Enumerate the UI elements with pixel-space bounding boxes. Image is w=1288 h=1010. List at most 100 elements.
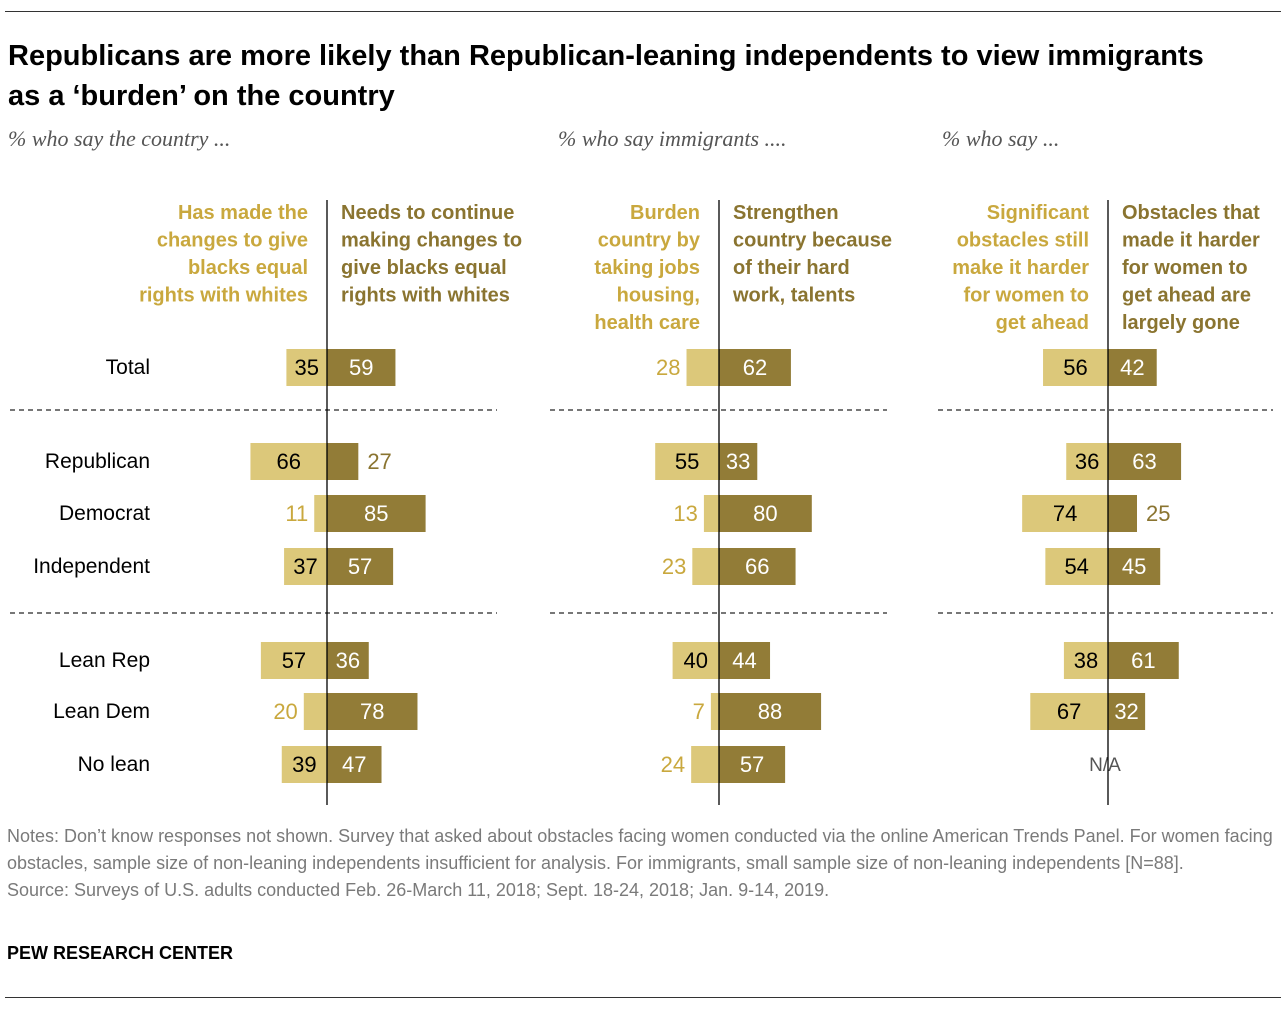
notes-text: Notes: Don’t know responses not shown. S… — [7, 826, 1273, 873]
bar-right — [327, 642, 369, 679]
value-label-left: 37 — [293, 554, 317, 579]
value-label-right: 85 — [364, 501, 388, 526]
bar-left — [655, 443, 719, 480]
notes: Notes: Don’t know responses not shown. S… — [7, 823, 1277, 904]
bar-right — [1108, 548, 1161, 585]
value-label-left: 66 — [276, 449, 300, 474]
chart-title: Republicans are more likely than Republi… — [8, 40, 1204, 112]
category-label: No lean — [78, 753, 150, 776]
bar-right — [719, 642, 771, 679]
value-label-right: 42 — [1120, 355, 1144, 380]
right-series-header: get ahead are — [1122, 285, 1251, 307]
bar-right — [719, 495, 812, 532]
value-label-left: 24 — [661, 752, 685, 777]
bar-left — [250, 443, 327, 480]
value-label-left: 23 — [662, 554, 686, 579]
value-label-right: 33 — [726, 449, 750, 474]
value-label-right: 47 — [342, 752, 366, 777]
value-label-left: 7 — [693, 699, 705, 724]
bar-right — [719, 349, 791, 386]
value-label-right: 80 — [753, 501, 777, 526]
value-label-left: 67 — [1057, 699, 1081, 724]
bar-left — [686, 349, 719, 386]
left-series-header: make it harder — [952, 257, 1089, 279]
value-label-right: 57 — [348, 554, 372, 579]
value-label-right: 78 — [360, 699, 384, 724]
bar-left — [703, 495, 719, 532]
bar-right — [1108, 349, 1157, 386]
right-series-header: work, talents — [732, 285, 855, 307]
right-series-header: Obstacles that — [1122, 202, 1260, 224]
right-series-header: of their hard — [733, 257, 850, 279]
category-label: Lean Rep — [59, 649, 150, 672]
value-label-right: 25 — [1146, 501, 1170, 526]
value-label-right: 88 — [758, 699, 782, 724]
bar-right — [719, 693, 822, 730]
left-series-header: for women to — [963, 285, 1089, 307]
value-label-left: 11 — [285, 501, 308, 526]
source-text: Source: Surveys of U.S. adults conducted… — [7, 880, 830, 900]
value-label-right: 36 — [336, 648, 360, 673]
bar-left — [672, 642, 719, 679]
bottom-rule — [5, 997, 1281, 998]
value-label-left: 54 — [1064, 554, 1088, 579]
value-label-left: 36 — [1075, 449, 1099, 474]
value-label-left: 28 — [656, 355, 680, 380]
right-series-header: made it harder — [1122, 230, 1260, 252]
na-label: N/A — [1089, 755, 1121, 776]
bar-left — [286, 349, 327, 386]
bar-right — [719, 746, 786, 783]
value-label-right: 44 — [732, 648, 756, 673]
right-series-header: Needs to continue — [341, 202, 514, 224]
bar-left — [260, 642, 327, 679]
left-series-header: country by — [598, 230, 701, 252]
value-label-right: 45 — [1122, 554, 1146, 579]
bar-left — [692, 548, 719, 585]
bar-left — [284, 548, 327, 585]
bar-left — [1045, 548, 1108, 585]
bar-right — [327, 495, 426, 532]
bar-left — [691, 746, 719, 783]
left-series-header: Burden — [630, 202, 700, 224]
panel-2-subtitle: % who say immigrants .... — [558, 126, 787, 151]
right-series-header: country because — [733, 230, 892, 252]
pew-logo-text: PEW RESEARCH CENTER — [7, 943, 234, 963]
bar-left — [1030, 693, 1108, 730]
value-label-left: 39 — [292, 752, 316, 777]
bar-left — [1063, 642, 1108, 679]
top-rule — [5, 11, 1281, 12]
value-label-left: 35 — [294, 355, 318, 380]
right-series-header: rights with whites — [341, 285, 510, 307]
panel-1-subtitle: % who say the country ... — [8, 126, 231, 151]
left-series-header: Significant — [987, 202, 1090, 224]
category-label: Democrat — [59, 502, 150, 525]
value-label-left: 20 — [273, 699, 297, 724]
bar-left — [1043, 349, 1108, 386]
left-series-header: health care — [594, 312, 700, 334]
left-series-header: housing, — [617, 285, 700, 307]
value-label-right: 57 — [740, 752, 764, 777]
value-label-left: 38 — [1074, 648, 1098, 673]
value-label-right: 62 — [743, 355, 767, 380]
bar-left — [710, 693, 719, 730]
value-label-right: 59 — [349, 355, 373, 380]
value-label-left: 55 — [675, 449, 699, 474]
value-label-left: 57 — [282, 648, 306, 673]
bar-left — [303, 693, 327, 730]
bar-right — [327, 693, 418, 730]
left-series-header: taking jobs — [594, 257, 700, 279]
left-series-header: changes to give — [157, 230, 308, 252]
left-series-header: get ahead — [996, 312, 1089, 334]
category-label: Republican — [45, 450, 150, 473]
bar-right — [1108, 443, 1182, 480]
bar-right — [719, 548, 796, 585]
bar-right — [1108, 495, 1137, 532]
left-series-header: rights with whites — [139, 285, 308, 307]
bar-chart: Total Republican Democrat Independent Lean R… — [10, 200, 1273, 805]
value-label-right: 63 — [1132, 449, 1156, 474]
value-label-right: 66 — [745, 554, 769, 579]
category-label: Lean Dem — [53, 700, 150, 723]
right-series-header: largely gone — [1122, 312, 1240, 334]
right-series-header: for women to — [1122, 257, 1248, 279]
bar-left — [281, 746, 327, 783]
